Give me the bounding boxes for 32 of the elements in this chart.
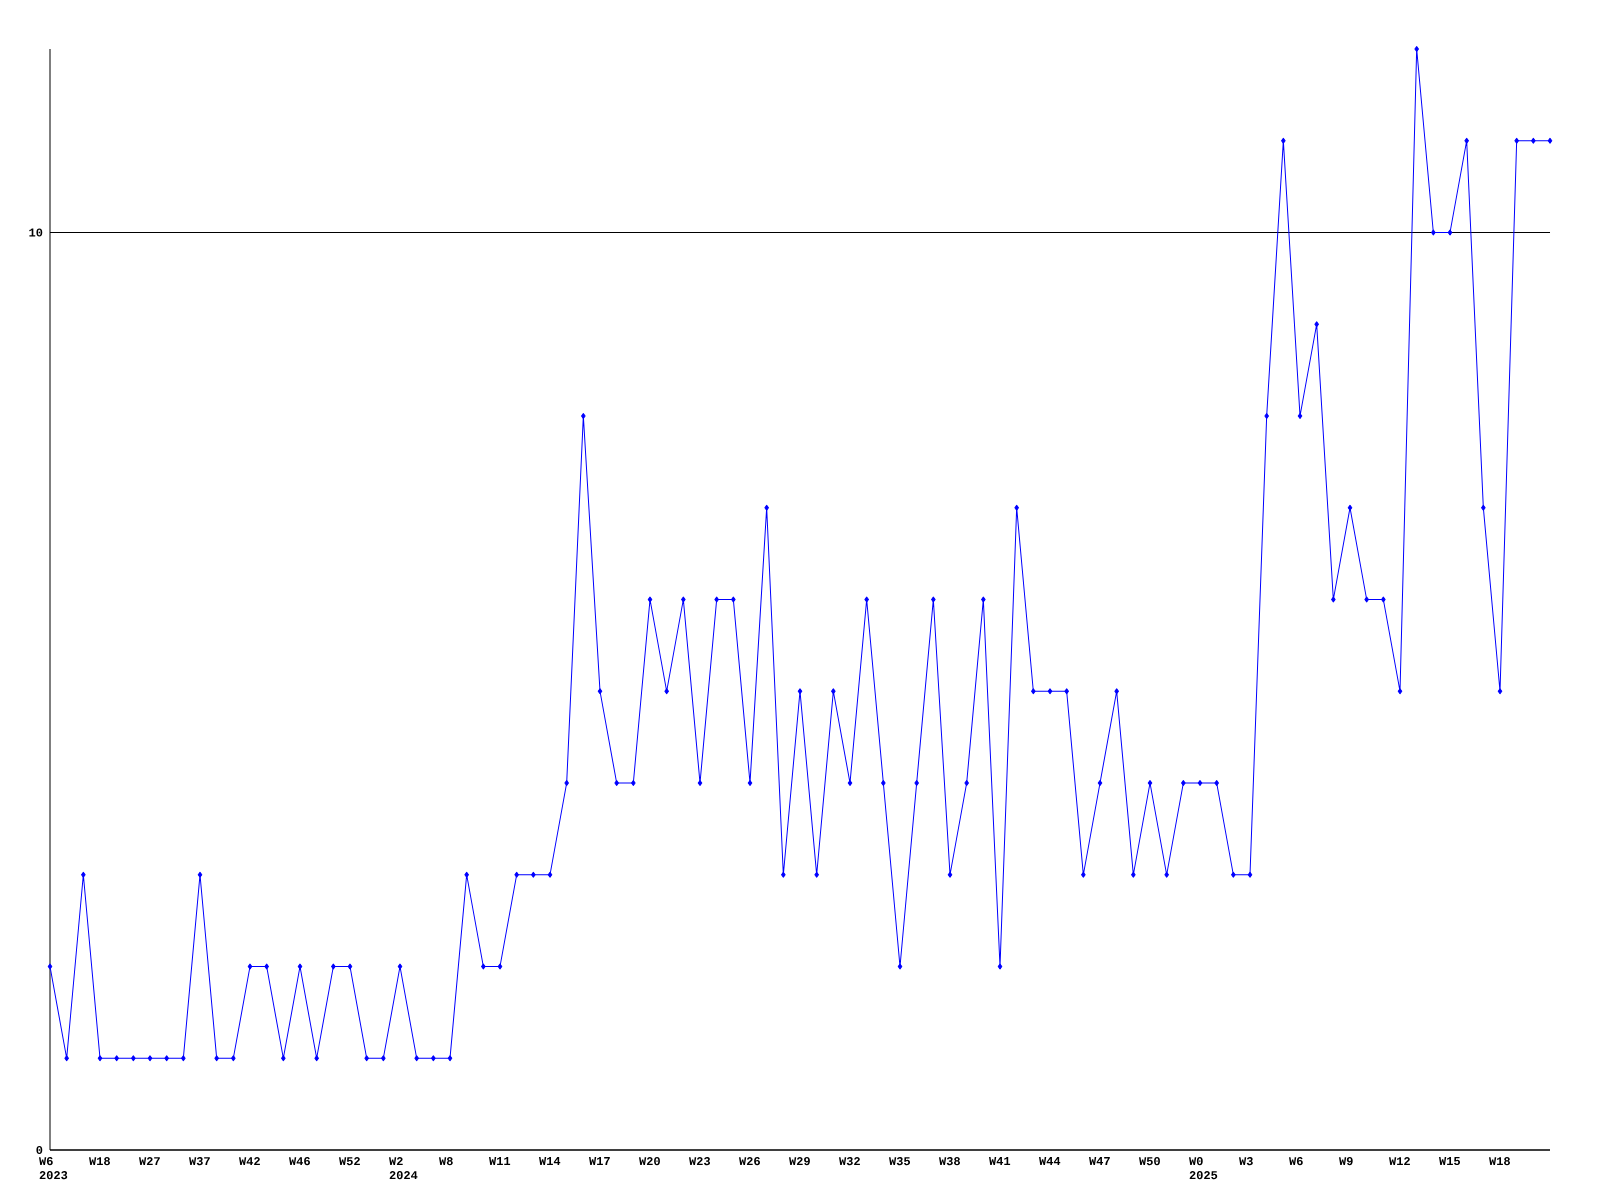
x-tick-label: W6 (1289, 1157, 1303, 1166)
x-tick-label: W46 (289, 1157, 310, 1166)
x-tick-label: W15 (1439, 1157, 1460, 1166)
x-tick-label: W20 (639, 1157, 660, 1166)
x-tick-label: W50 (1139, 1157, 1160, 1166)
x-tick-label: W12 (1389, 1157, 1410, 1166)
x-tick-label: W52 (339, 1157, 360, 1166)
x-tick-label: W17 (589, 1157, 610, 1165)
y-tick-label: 10 (29, 228, 43, 237)
x-tick-label: W8 (439, 1157, 453, 1166)
x-tick-label: W26 (739, 1157, 760, 1166)
x-tick-label: W41 (989, 1157, 1011, 1165)
x-tick-label: W38 (939, 1157, 960, 1166)
x-tick-label: W6 2023 (39, 1157, 68, 1180)
x-tick-label: W32 (839, 1157, 860, 1166)
x-tick-label: W18 (89, 1157, 110, 1166)
x-tick-label: W18 (1489, 1157, 1510, 1166)
x-tick-label: W42 (239, 1157, 260, 1166)
x-tick-label: W35 (889, 1157, 910, 1166)
x-tick-label: W37 (189, 1157, 210, 1166)
x-tick-label: W0 2025 (1189, 1157, 1218, 1180)
x-tick-label: W9 (1339, 1157, 1353, 1166)
x-tick-label: W14 (539, 1157, 561, 1165)
x-tick-label: W47 (1089, 1157, 1110, 1165)
x-tick-label: W29 (789, 1157, 810, 1166)
y-tick-label: 0 (36, 1145, 43, 1155)
x-tick-label: W23 (689, 1157, 710, 1166)
x-tick-label: W27 (139, 1157, 160, 1166)
x-tick-label: W44 (1039, 1157, 1061, 1165)
x-tick-label: W3 (1239, 1157, 1253, 1166)
x-tick-label: W11 (489, 1157, 511, 1165)
x-tick-label: W2 2024 (389, 1157, 418, 1180)
